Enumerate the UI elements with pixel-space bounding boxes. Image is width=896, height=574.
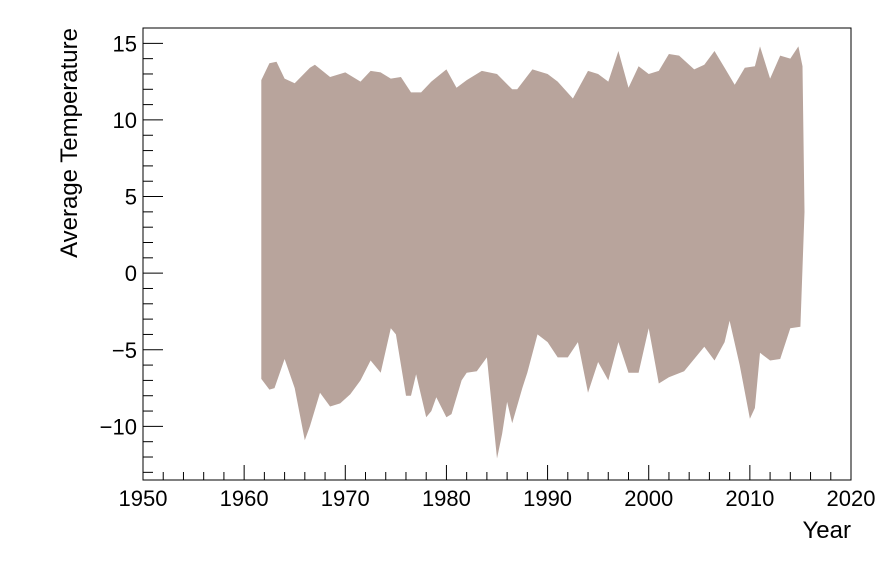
y-tick-label: 15	[113, 31, 137, 56]
x-tick-label: 1960	[220, 486, 269, 511]
x-axis-title: Year	[803, 517, 852, 544]
x-tick-label: 1990	[523, 486, 572, 511]
x-tick-label: 1950	[119, 486, 168, 511]
y-tick-label: −5	[112, 338, 137, 363]
plot-frame	[142, 27, 852, 481]
y-tick-label: −10	[100, 414, 137, 439]
x-tick-label: 2020	[827, 486, 876, 511]
y-tick-label: 5	[125, 185, 137, 210]
y-tick-label: 10	[113, 108, 137, 133]
x-tick-label: 2000	[624, 486, 673, 511]
temperature-range-area	[261, 46, 805, 459]
axis-ticks	[142, 27, 852, 480]
x-tick-label: 1970	[321, 486, 370, 511]
y-axis-title: Average Temperature	[56, 28, 83, 258]
y-axis-tick-labels: −10 −5 0 5 10 15	[100, 31, 137, 439]
x-tick-label: 2010	[725, 486, 774, 511]
x-axis-tick-labels: 1950 1960 1970 1980 1990 2000 2010 2020	[119, 486, 876, 511]
y-tick-label: 0	[125, 261, 137, 286]
x-tick-label: 1980	[422, 486, 471, 511]
